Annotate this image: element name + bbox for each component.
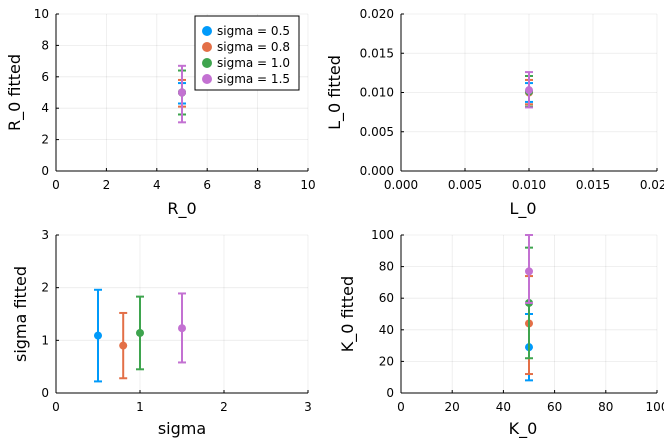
legend-label: sigma = 1.0 [217, 56, 290, 70]
y-tick-label: 60 [379, 291, 394, 305]
y-tick-label: 20 [379, 354, 394, 368]
legend-marker [202, 26, 212, 36]
y-tick-label: 0.010 [360, 86, 394, 100]
series-4 [178, 64, 186, 124]
x-tick-label: 0.005 [448, 178, 482, 192]
y-tick-label: 1 [41, 333, 49, 347]
subplot-2: 0.000 0.005 0.010 0.015 0.020 0.000 0.005 0.010… [325, 7, 664, 219]
x-tick-label: 80 [598, 400, 613, 414]
y-axis-title: sigma fitted [11, 266, 30, 362]
x-axis-title: sigma [158, 419, 206, 438]
legend-label: sigma = 1.5 [217, 72, 290, 86]
subplot-3: 0 1 2 3 0 1 2 3 sigma sigma fitted [11, 228, 312, 438]
x-tick-label: 3 [304, 400, 312, 414]
y-tick-label: 4 [41, 101, 49, 115]
legend-marker [202, 42, 212, 52]
legend-marker [202, 74, 212, 84]
legend: sigma = 0.5 sigma = 0.8 sigma = 1.0 sigma =… [194, 15, 300, 91]
y-tick-label: 0.015 [360, 46, 394, 60]
data-point [525, 86, 533, 95]
data-point [525, 267, 533, 276]
series-2 [119, 311, 128, 380]
y-tick-label: 80 [379, 260, 394, 274]
data-point [178, 88, 186, 97]
x-tick-label: 0 [397, 400, 405, 414]
x-tick-label: 10 [300, 178, 315, 192]
subplot-4: 0 20 40 60 80 100 0 20 40 60 80 100 K_0 K_0 fitted [338, 228, 664, 439]
series-4 [178, 292, 186, 364]
legend-label: sigma = 0.8 [217, 40, 290, 54]
y-tick-label: 40 [379, 323, 394, 337]
x-tick-label: 2 [220, 400, 228, 414]
y-axis-title: L_0 fitted [325, 55, 345, 130]
y-tick-label: 0 [41, 386, 49, 400]
x-tick-label: 0.020 [640, 178, 664, 192]
y-axis-title: K_0 fitted [338, 276, 358, 352]
x-tick-label: 0.015 [576, 178, 610, 192]
x-tick-label: 100 [646, 400, 664, 414]
y-tick-label: 8 [41, 38, 49, 52]
data-point [119, 341, 128, 350]
y-tick-label: 6 [41, 70, 49, 84]
x-tick-label: 2 [103, 178, 111, 192]
series-1 [94, 288, 102, 383]
x-tick-label: 4 [153, 178, 161, 192]
y-tick-label: 0.020 [360, 7, 394, 21]
series-3 [136, 295, 144, 371]
x-axis-title: L_0 [509, 199, 536, 219]
x-tick-label: 20 [445, 400, 460, 414]
x-tick-label: 0.010 [512, 178, 546, 192]
legend-marker [202, 58, 212, 68]
x-axis-title: K_0 [509, 419, 538, 439]
x-tick-label: 40 [496, 400, 511, 414]
y-tick-label: 2 [41, 133, 49, 147]
series-4 [525, 234, 533, 304]
x-tick-label: 0.000 [384, 178, 418, 192]
y-tick-label: 0.000 [360, 164, 394, 178]
x-tick-label: 0 [52, 178, 60, 192]
x-axis-title: R_0 [167, 199, 196, 219]
x-tick-label: 8 [254, 178, 262, 192]
data-point [178, 324, 186, 333]
y-axis-title: R_0 fitted [5, 54, 25, 131]
y-tick-label: 2 [41, 281, 49, 295]
x-tick-label: 60 [547, 400, 562, 414]
y-tick-label: 3 [41, 228, 49, 242]
y-tick-label: 0 [41, 164, 49, 178]
data-point [94, 331, 102, 340]
y-tick-label: 0.005 [360, 125, 394, 139]
y-tick-label: 100 [371, 228, 394, 242]
data-point [136, 328, 144, 337]
legend-box [194, 15, 300, 91]
y-tick-label: 10 [34, 7, 49, 21]
legend-label: sigma = 0.5 [217, 24, 290, 38]
series-4 [525, 71, 533, 109]
x-tick-label: 1 [136, 400, 144, 414]
y-tick-label: 0 [386, 386, 394, 400]
subplot-1: 0 2 4 6 8 10 0 2 4 6 8 10 R_0 R_0 fitted [5, 7, 316, 219]
x-tick-label: 0 [52, 400, 60, 414]
x-tick-label: 6 [203, 178, 211, 192]
